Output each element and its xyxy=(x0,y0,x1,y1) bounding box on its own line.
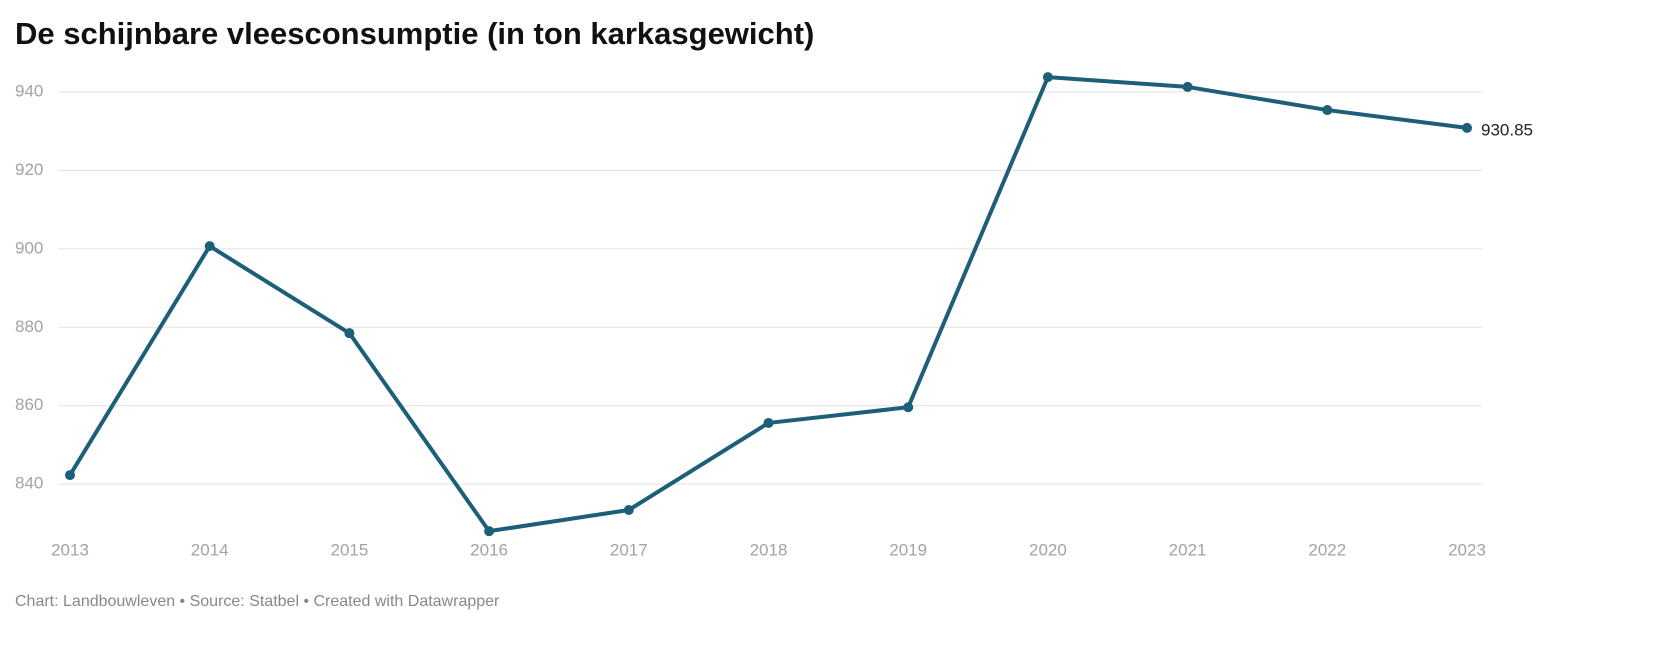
y-tick-label: 940 xyxy=(15,82,43,101)
point xyxy=(65,470,75,481)
chart-footer: Chart: Landbouwleven • Source: Statbel •… xyxy=(15,593,500,610)
y-tick-label: 860 xyxy=(15,395,43,414)
point xyxy=(204,241,215,252)
point xyxy=(903,402,914,413)
x-tick-label: 2015 xyxy=(330,540,368,559)
point xyxy=(1462,122,1472,133)
x-tick-label: 2018 xyxy=(750,540,788,559)
x-tick-label: 2014 xyxy=(191,540,229,559)
x-tick-label: 2019 xyxy=(889,540,927,559)
point xyxy=(1322,105,1333,116)
x-tick-label: 2022 xyxy=(1308,540,1346,559)
point xyxy=(484,526,495,537)
chart-title: De schijnbare vleesconsumptie (in ton ka… xyxy=(15,16,814,51)
x-tick-label: 2021 xyxy=(1169,540,1207,559)
y-tick-label: 880 xyxy=(15,317,43,336)
x-tick-label: 2013 xyxy=(51,540,89,559)
y-tick-label: 840 xyxy=(15,474,43,493)
x-tick-label: 2023 xyxy=(1448,540,1486,559)
x-tick-label: 2016 xyxy=(470,540,508,559)
y-tick-label: 920 xyxy=(15,160,43,179)
point xyxy=(344,328,355,339)
point xyxy=(763,417,774,428)
point xyxy=(1042,72,1053,83)
x-tick-label: 2020 xyxy=(1029,540,1067,559)
line xyxy=(68,75,1468,534)
point xyxy=(1182,81,1193,92)
point xyxy=(623,504,634,515)
y-tick-label: 900 xyxy=(15,238,43,257)
value-label: 930.85 xyxy=(1481,120,1533,139)
x-tick-label: 2017 xyxy=(610,540,648,559)
